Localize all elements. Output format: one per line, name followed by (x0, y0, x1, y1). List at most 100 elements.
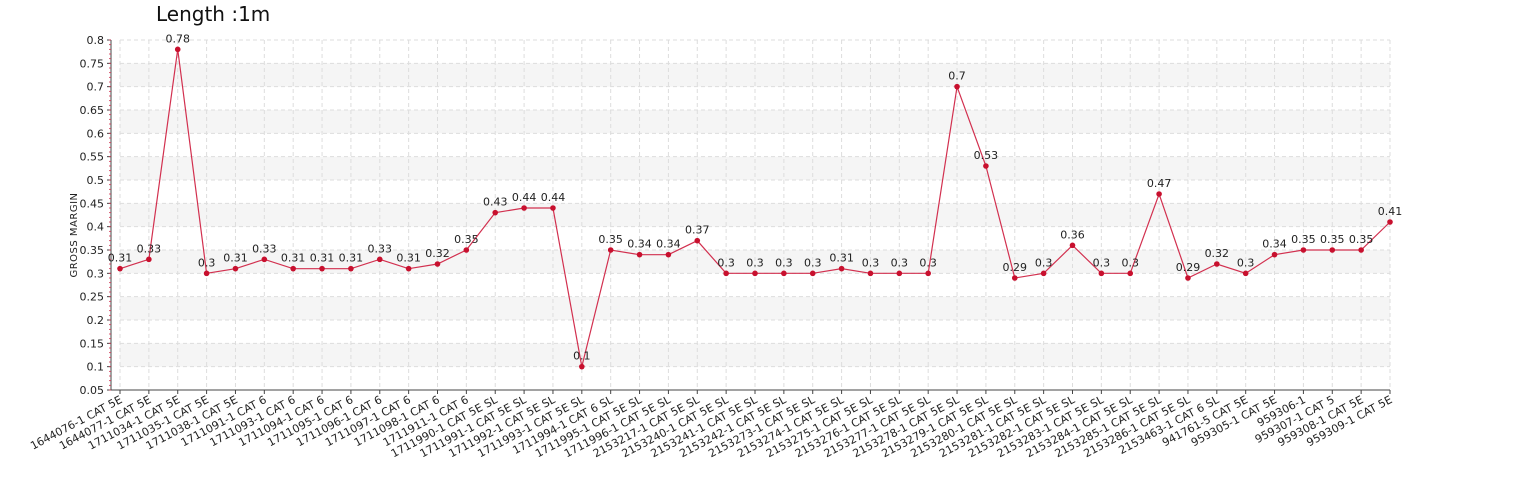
data-label: 0.29 (1003, 261, 1028, 274)
data-label: 0.78 (165, 32, 190, 45)
data-point (405, 265, 412, 272)
data-label: 0.3 (1093, 256, 1111, 269)
y-tick-label: 0.15 (80, 337, 105, 350)
data-label: 0.29 (1176, 261, 1201, 274)
y-tick-label: 0.25 (80, 291, 105, 304)
data-label: 0.33 (137, 242, 162, 255)
data-label: 0.35 (598, 233, 623, 246)
data-point (376, 256, 383, 263)
data-label: 0.31 (223, 252, 248, 265)
data-point (954, 83, 960, 90)
data-label: 0.34 (1262, 238, 1287, 251)
data-label: 0.35 (454, 233, 479, 246)
data-point (1098, 270, 1105, 277)
data-label: 0.31 (829, 252, 854, 265)
data-point (1329, 247, 1336, 253)
data-point (838, 265, 845, 272)
data-point (1387, 219, 1393, 225)
data-label: 0.1 (573, 350, 591, 363)
data-point (781, 270, 787, 277)
y-tick-label: 0.5 (87, 174, 105, 187)
data-label: 0.33 (368, 242, 393, 255)
data-point (867, 270, 874, 277)
data-point (1040, 270, 1047, 277)
y-tick-label: 0.6 (87, 127, 105, 140)
y-tick-label: 0.2 (87, 314, 105, 327)
data-label: 0.3 (775, 256, 793, 269)
y-tick-label: 0.3 (87, 267, 105, 280)
data-point (174, 46, 181, 53)
data-point (1242, 270, 1249, 277)
data-label: 0.3 (1237, 256, 1255, 269)
data-point (1185, 275, 1191, 281)
data-point (290, 265, 296, 272)
y-tick-label: 0.8 (87, 34, 105, 47)
data-label: 0.33 (252, 242, 277, 255)
data-point (1271, 251, 1278, 258)
y-tick-label: 0.55 (80, 151, 105, 164)
data-label: 0.3 (746, 256, 764, 269)
data-label: 0.37 (685, 224, 710, 237)
data-label: 0.43 (483, 196, 508, 209)
data-point (1069, 242, 1076, 249)
data-point (665, 251, 672, 258)
data-point (319, 265, 325, 272)
data-point (146, 256, 152, 263)
data-point (1156, 191, 1162, 197)
chart-title: Length :1m (156, 2, 271, 26)
data-label: 0.35 (1349, 233, 1374, 246)
data-point (1358, 247, 1364, 253)
y-tick-label: 0.75 (80, 57, 105, 70)
y-tick-label: 0.7 (87, 81, 105, 94)
data-point (723, 270, 729, 277)
data-label: 0.3 (1121, 256, 1139, 269)
data-point (1300, 247, 1307, 253)
data-point (1011, 275, 1018, 281)
data-label: 0.31 (396, 252, 421, 265)
data-point (521, 205, 527, 211)
y-tick-label: 0.65 (80, 104, 105, 117)
data-point (1214, 261, 1220, 267)
data-label: 0.32 (1205, 247, 1230, 260)
data-point (694, 237, 701, 244)
data-point (579, 363, 585, 370)
data-point (492, 209, 499, 216)
data-label: 0.41 (1378, 205, 1403, 218)
data-label: 0.3 (804, 256, 822, 269)
data-label: 0.3 (891, 256, 909, 269)
data-label: 0.44 (512, 191, 537, 204)
data-label: 0.47 (1147, 177, 1172, 190)
data-point (261, 256, 268, 263)
data-label: 0.7 (948, 70, 966, 83)
data-point (1127, 270, 1134, 277)
data-label: 0.36 (1060, 228, 1085, 241)
data-label: 0.3 (919, 256, 937, 269)
data-point (809, 270, 816, 277)
data-label: 0.44 (541, 191, 566, 204)
data-point (203, 270, 210, 277)
data-point (607, 247, 614, 253)
data-point (550, 205, 556, 211)
data-label: 0.31 (339, 252, 364, 265)
data-point (348, 265, 354, 272)
data-label: 0.3 (717, 256, 735, 269)
data-label: 0.32 (425, 247, 450, 260)
y-axis-label: GROSS MARGIN (69, 192, 80, 277)
data-label: 0.31 (310, 252, 335, 265)
data-point (752, 270, 758, 277)
y-tick-label: 0.35 (80, 244, 105, 257)
data-label: 0.34 (627, 238, 652, 251)
data-point (636, 251, 643, 258)
data-point (434, 261, 441, 267)
data-point (463, 247, 470, 253)
data-label: 0.35 (1320, 233, 1345, 246)
y-tick-label: 0.05 (80, 384, 105, 397)
data-point (983, 163, 989, 169)
y-tick-label: 0.4 (87, 221, 105, 234)
data-label: 0.3 (1035, 256, 1053, 269)
data-label: 0.31 (108, 252, 133, 265)
data-label: 0.53 (974, 149, 999, 162)
data-label: 0.3 (862, 256, 880, 269)
data-point (925, 270, 931, 277)
